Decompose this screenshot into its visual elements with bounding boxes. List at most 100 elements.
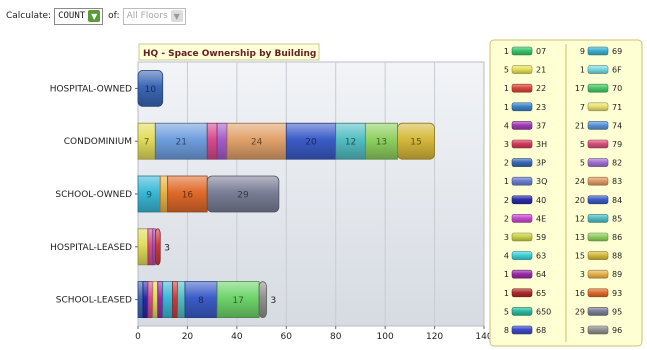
chart-title: HQ - Space Ownership by Building xyxy=(143,49,316,59)
legend-name: 63 xyxy=(536,252,546,261)
bar-segment xyxy=(172,281,178,319)
toolbar: Calculate: COUNT ▼ of: All Floors ▼ xyxy=(6,6,191,26)
legend-count: 24 xyxy=(575,177,585,186)
legend-count: 7 xyxy=(580,103,585,112)
legend-swatch xyxy=(511,121,533,130)
x-tick-label: 40 xyxy=(231,332,243,342)
legend-swatch xyxy=(587,121,609,130)
bar-segment xyxy=(216,122,228,160)
legend-name: 22 xyxy=(536,84,546,93)
legend-swatch xyxy=(511,139,533,149)
bar-segment xyxy=(159,175,169,213)
legend-name: 96 xyxy=(612,326,622,335)
chevron-down-icon[interactable]: ▼ xyxy=(88,10,101,22)
x-tick-label: 80 xyxy=(330,332,342,342)
legend-name: 79 xyxy=(612,140,622,149)
x-tick-label: 140 xyxy=(475,332,492,342)
chevron-down-icon: ▼ xyxy=(170,10,183,22)
category-label: SCHOOL-LEASED xyxy=(56,296,132,306)
legend-count: 16 xyxy=(575,289,585,298)
legend-count: 1 xyxy=(504,289,509,298)
legend-name: 70 xyxy=(612,84,622,93)
data-label: 13 xyxy=(376,138,387,148)
legend-name: 71 xyxy=(612,103,622,112)
bar-segment xyxy=(226,122,287,160)
legend-name: 86 xyxy=(612,233,622,242)
legend-name: 83 xyxy=(612,177,622,186)
x-tick-label: 0 xyxy=(135,332,141,342)
data-label: 10 xyxy=(145,85,157,95)
bar-segment xyxy=(364,122,398,160)
legend-swatch xyxy=(587,307,609,316)
legend-swatch xyxy=(511,269,533,279)
legend-name: 95 xyxy=(612,307,622,316)
calculate-dropdown[interactable]: COUNT ▼ xyxy=(54,7,104,25)
bar-segment xyxy=(167,175,208,213)
legend-count: 5 xyxy=(504,307,509,316)
legend-count: 1 xyxy=(504,103,509,112)
x-tick-label: 60 xyxy=(281,332,293,342)
bar-segment xyxy=(206,122,218,160)
legend-name: 93 xyxy=(612,289,622,298)
legend-count: 9 xyxy=(580,47,585,56)
legend-name: 3H xyxy=(536,140,547,149)
bar-segment xyxy=(162,281,173,319)
bar-segment xyxy=(285,122,337,160)
legend-count: 3 xyxy=(504,233,509,242)
category-label: SCHOOL-OWNED xyxy=(55,190,132,200)
legend-count: 5 xyxy=(580,140,585,149)
legend-name: 65 xyxy=(536,289,546,298)
legend-count: 15 xyxy=(575,252,585,261)
legend-count: 3 xyxy=(504,140,509,149)
x-tick-label: 120 xyxy=(426,332,443,342)
legend-name: 74 xyxy=(612,121,622,130)
chart-title-box xyxy=(138,43,320,61)
legend-swatch xyxy=(511,288,533,298)
legend-count: 5 xyxy=(504,66,509,75)
calculate-label: Calculate: xyxy=(6,11,52,21)
bar-segment xyxy=(147,228,154,266)
legend-count: 2 xyxy=(504,159,509,168)
legend-swatch xyxy=(511,251,533,260)
legend-count: 4 xyxy=(504,252,509,261)
of-dropdown: All Floors ▼ xyxy=(122,7,186,25)
legend-name: 64 xyxy=(536,270,546,279)
category-label: HOSPITAL-LEASED xyxy=(50,243,132,253)
legend-name: 69 xyxy=(612,47,622,56)
bar-segment xyxy=(137,70,164,107)
bar-segment xyxy=(258,281,267,319)
legend-name: 21 xyxy=(536,66,546,75)
bar-segment xyxy=(152,281,159,319)
data-label: 9 xyxy=(146,191,152,201)
legend-name: 89 xyxy=(612,270,622,279)
legend-count: 5 xyxy=(580,159,585,168)
legend-swatch xyxy=(587,83,609,93)
legend-swatch xyxy=(511,83,533,93)
legend-count: 1 xyxy=(504,84,509,93)
legend-name: 23 xyxy=(536,103,546,112)
legend-swatch xyxy=(587,269,609,279)
legend-swatch xyxy=(511,325,533,335)
legend-count: 1 xyxy=(580,66,585,75)
legend-count: 3 xyxy=(580,270,585,279)
legend-swatch xyxy=(587,139,609,149)
legend-count: 1 xyxy=(504,177,509,186)
legend-swatch xyxy=(511,158,533,167)
legend-name: 650 xyxy=(536,307,551,316)
legend-swatch xyxy=(587,102,609,112)
data-label: 17 xyxy=(232,296,243,306)
legend-count: 29 xyxy=(575,307,585,316)
legend-count: 21 xyxy=(575,121,585,130)
legend-swatch xyxy=(511,102,533,112)
bar-segment xyxy=(154,228,161,266)
category-label: CONDOMINIUM xyxy=(64,137,132,147)
legend-swatch xyxy=(587,176,609,186)
legend-swatch xyxy=(587,232,609,242)
data-label: 21 xyxy=(176,138,187,148)
legend-count: 20 xyxy=(575,196,585,205)
bar-segment xyxy=(157,281,164,319)
bar-segment xyxy=(137,281,144,319)
legend-swatch xyxy=(587,251,609,260)
bar-segment xyxy=(154,122,208,160)
legend-swatch xyxy=(511,65,533,74)
